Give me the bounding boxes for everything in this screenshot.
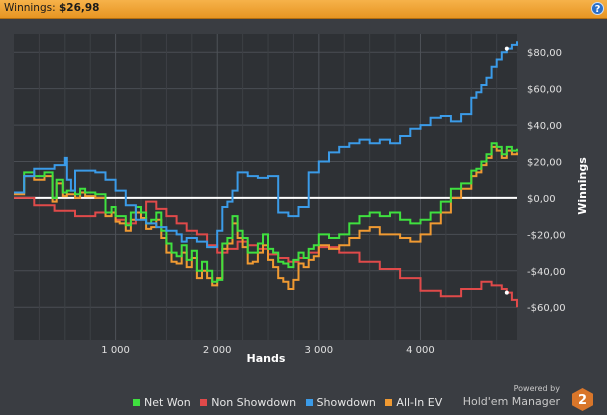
legend-swatch xyxy=(200,399,208,406)
x-tick-label: 1 000 xyxy=(101,345,130,356)
y-tick-label: -$40,00 xyxy=(527,267,566,278)
series-group xyxy=(14,41,518,308)
x-axis-label: Hands xyxy=(247,352,286,365)
legend-swatch xyxy=(305,399,313,406)
legend-label: Net Won xyxy=(144,396,191,409)
legend-label: All-In EV xyxy=(396,396,443,409)
legend-item-net-won[interactable]: Net Won xyxy=(133,396,191,409)
y-tick-label: $80,00 xyxy=(527,48,562,59)
winnings-summary: Winnings: $26,98 xyxy=(4,2,100,14)
winnings-value: $26,98 xyxy=(58,2,100,14)
legend-swatch xyxy=(133,399,140,406)
title-bar: Winnings: $26,98 ? xyxy=(0,0,607,19)
x-tick-label: 2 000 xyxy=(203,345,232,356)
x-tick-label: 3 000 xyxy=(305,345,334,356)
winnings-chart: $80,00 $60,00 $40,00 $20,00 $0,00 -$20,00 -$40… xyxy=(14,34,589,365)
legend-label: Non Showdown xyxy=(211,396,297,409)
y-tick-label: -$60,00 xyxy=(527,303,566,314)
y-tick-label: $0,00 xyxy=(527,194,556,205)
legend-label: Showdown xyxy=(316,396,376,409)
x-tick-label: 4 000 xyxy=(406,345,435,356)
legend-swatch xyxy=(385,399,393,406)
grid xyxy=(14,34,517,340)
series-line-net-won xyxy=(14,142,518,283)
brand-name: Hold'em Manager xyxy=(462,395,560,408)
y-tick-label: $40,00 xyxy=(527,121,562,132)
series-marker xyxy=(504,46,509,51)
powered-by-text: Powered by xyxy=(513,384,560,393)
logo-badge-text: 2 xyxy=(578,393,587,408)
legend-item-non-showdown[interactable]: Non Showdown xyxy=(200,396,296,409)
legend-item-all-in-ev[interactable]: All-In EV xyxy=(385,396,442,409)
help-icon[interactable]: ? xyxy=(591,2,604,15)
y-tick-label: $60,00 xyxy=(527,85,562,96)
hm2-logo-icon: 2 xyxy=(572,388,593,411)
y-tick-labels: $80,00 $60,00 $40,00 $20,00 $0,00 -$20,00 -$40… xyxy=(527,48,566,314)
series-line-showdown xyxy=(14,41,518,249)
y-axis-label: Winnings xyxy=(576,157,589,215)
series-marker xyxy=(504,290,509,295)
y-tick-label: $20,00 xyxy=(527,158,562,169)
plot-area xyxy=(14,34,517,340)
legend: Net Won Non Showdown Showdown All-In EV xyxy=(133,396,448,409)
winnings-label: Winnings: xyxy=(4,2,56,14)
y-tick-label: -$20,00 xyxy=(527,230,566,241)
x-tick-labels: 1 000 2 000 3 000 4 000 xyxy=(101,345,434,356)
legend-item-showdown[interactable]: Showdown xyxy=(305,396,376,409)
